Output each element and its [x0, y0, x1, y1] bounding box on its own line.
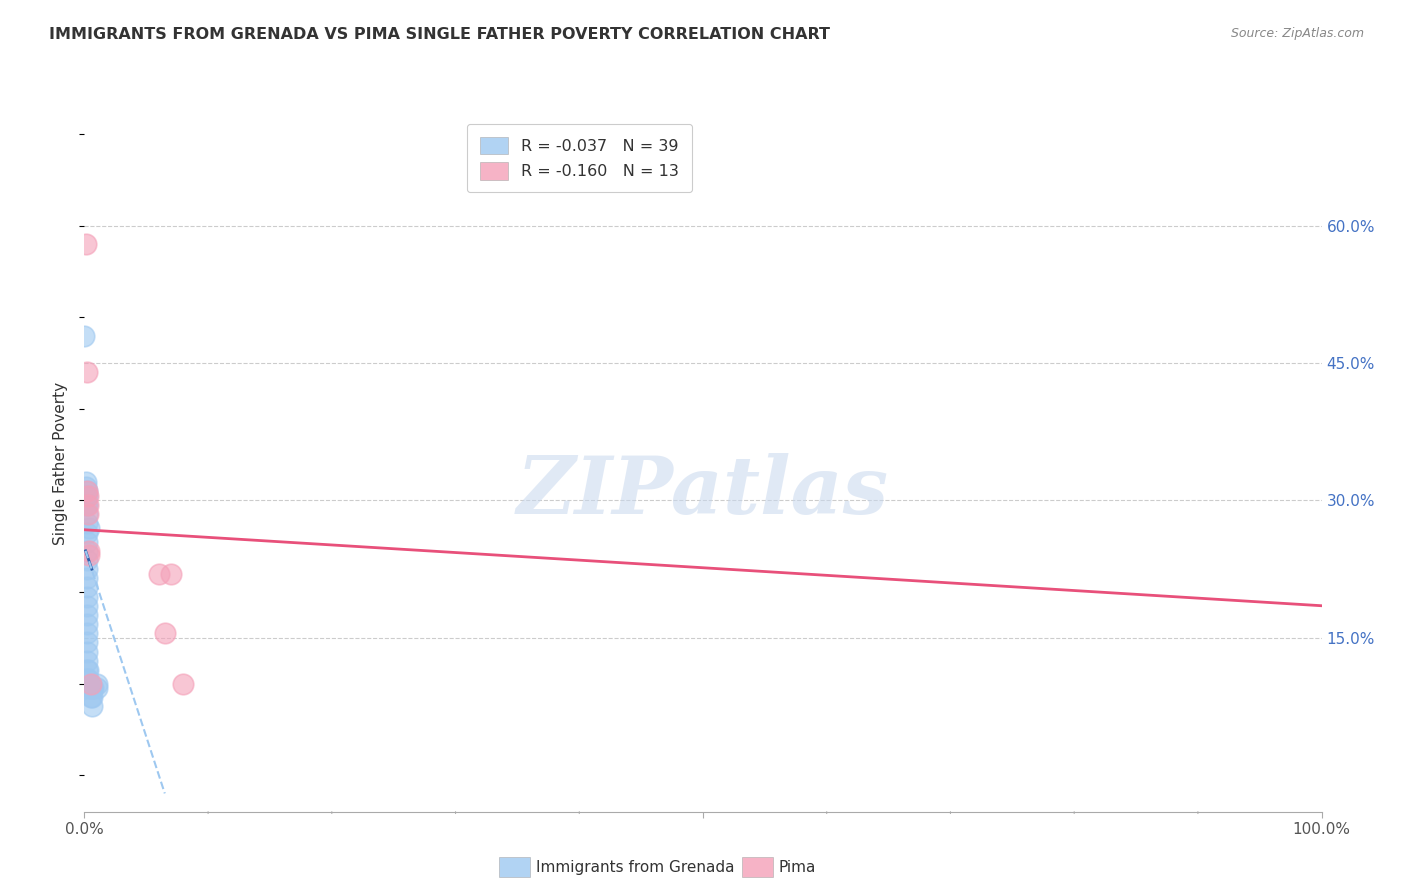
- Point: [76, 681, 98, 695]
- Point: [76, 617, 98, 632]
- Point: [75, 489, 97, 503]
- Point: [76, 663, 98, 677]
- Point: [86, 676, 108, 690]
- Point: [79, 543, 101, 558]
- Point: [79, 676, 101, 690]
- Point: [76, 672, 98, 686]
- Point: [80, 690, 103, 705]
- Point: [79, 521, 101, 535]
- Point: [76, 562, 98, 576]
- Point: [148, 566, 170, 581]
- Point: [73, 328, 96, 343]
- Point: [79, 549, 101, 563]
- Point: [76, 498, 98, 512]
- Point: [75, 498, 97, 512]
- Point: [76, 543, 98, 558]
- Point: [76, 590, 98, 604]
- Point: [76, 489, 98, 503]
- Point: [77, 507, 100, 521]
- Point: [76, 644, 98, 658]
- Point: [76, 553, 98, 567]
- Y-axis label: Single Father Poverty: Single Father Poverty: [53, 383, 69, 545]
- Point: [76, 607, 98, 622]
- Point: [160, 566, 183, 581]
- Point: [75, 237, 97, 252]
- Point: [75, 480, 97, 494]
- Text: Source: ZipAtlas.com: Source: ZipAtlas.com: [1230, 27, 1364, 40]
- Point: [77, 498, 100, 512]
- Point: [76, 365, 98, 379]
- Text: Pima: Pima: [779, 860, 817, 874]
- Point: [76, 525, 98, 540]
- Text: ZIPatlas: ZIPatlas: [517, 453, 889, 531]
- Point: [76, 507, 98, 521]
- Point: [76, 626, 98, 640]
- Point: [76, 654, 98, 668]
- Point: [77, 489, 100, 503]
- Point: [76, 635, 98, 649]
- Point: [86, 681, 108, 695]
- Point: [77, 672, 100, 686]
- Point: [172, 676, 194, 690]
- Point: [153, 626, 176, 640]
- Point: [82, 681, 104, 695]
- Point: [77, 663, 100, 677]
- Point: [80, 699, 103, 714]
- Text: Immigrants from Grenada: Immigrants from Grenada: [536, 860, 734, 874]
- Point: [76, 571, 98, 585]
- Point: [76, 484, 98, 499]
- Point: [80, 681, 103, 695]
- Point: [75, 475, 97, 490]
- Point: [79, 690, 101, 705]
- Legend: R = -0.037   N = 39, R = -0.160   N = 13: R = -0.037 N = 39, R = -0.160 N = 13: [467, 124, 692, 193]
- Point: [76, 534, 98, 549]
- Point: [76, 599, 98, 613]
- Point: [76, 581, 98, 595]
- Point: [76, 484, 98, 499]
- Text: IMMIGRANTS FROM GRENADA VS PIMA SINGLE FATHER POVERTY CORRELATION CHART: IMMIGRANTS FROM GRENADA VS PIMA SINGLE F…: [49, 27, 830, 42]
- Point: [79, 681, 101, 695]
- Point: [76, 516, 98, 531]
